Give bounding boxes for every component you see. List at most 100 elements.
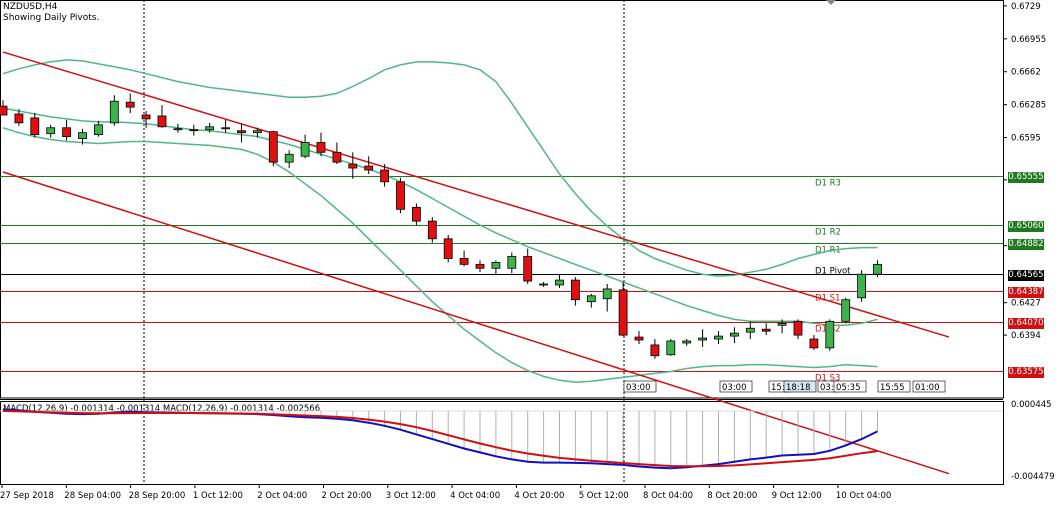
indicator-subtitle: Showing Daily Pivots. — [3, 13, 100, 23]
candle-body — [666, 340, 676, 356]
candle-body — [316, 142, 326, 153]
candle-body — [157, 115, 167, 128]
candle-31 — [491, 260, 501, 275]
candle-body — [634, 336, 644, 341]
candle-17 — [268, 130, 278, 167]
candle-body — [125, 101, 135, 108]
candle-46 — [730, 327, 739, 343]
candle-body — [618, 289, 628, 336]
candle-body — [555, 279, 564, 286]
candle-20 — [316, 132, 326, 157]
candle-body — [78, 132, 87, 139]
candle-body — [221, 127, 231, 130]
session-tag-box — [623, 380, 657, 393]
candle-body — [0, 105, 8, 116]
candle-55 — [873, 260, 882, 278]
time-tick-label: 4 Oct 20:00 — [514, 491, 564, 501]
candle-9 — [141, 111, 151, 128]
pivot-price-tag-1: 0.65060 — [1008, 220, 1044, 232]
time-tick-label: 27 Sep 2018 — [0, 491, 54, 501]
bollinger-middle-line — [2, 107, 878, 327]
candle-21 — [332, 142, 342, 165]
candle-body — [873, 263, 882, 275]
candle-50 — [793, 319, 803, 340]
candle-12 — [189, 124, 199, 136]
time-tick-label: 28 Sep 20:00 — [129, 491, 186, 501]
candle-body — [539, 283, 548, 286]
candle-24 — [380, 164, 390, 187]
macd-tick-label-1: -0.004479 — [1011, 472, 1055, 482]
candle-body — [714, 335, 723, 340]
candle-34 — [539, 282, 548, 287]
candle-body — [857, 273, 866, 299]
candle-49 — [777, 319, 787, 334]
candle-48 — [761, 323, 771, 336]
session-tag-2: 15: — [771, 383, 785, 393]
main-pane-frame — [0, 0, 1004, 399]
candle-body — [523, 256, 533, 282]
pivot-label-1: D1 R2 — [815, 228, 841, 238]
candle-body — [284, 153, 294, 163]
candle-36 — [571, 277, 580, 306]
candle-body — [459, 258, 469, 265]
candle-7 — [109, 95, 119, 126]
bollinger-upper-line — [2, 59, 878, 277]
session-tag-box — [912, 380, 946, 393]
price-tick-label: 0.66285 — [1011, 101, 1046, 111]
session-tag-6: 15:55 — [880, 383, 905, 393]
pivot-label-3: D1 Pivot — [815, 267, 851, 277]
macd-main-line — [2, 408, 878, 470]
time-tick-label: 8 Oct 20:00 — [707, 491, 757, 501]
candle-body — [364, 165, 374, 171]
candle-body — [793, 320, 803, 336]
candle-body — [332, 151, 342, 163]
candle-47 — [745, 321, 755, 340]
time-tick-label: 10 Oct 04:00 — [836, 491, 891, 501]
candle-body — [94, 124, 103, 136]
candle-body — [602, 288, 612, 300]
session-tag-7: 01:00 — [915, 383, 940, 393]
candle-body — [300, 142, 310, 157]
time-tick-label: 8 Oct 04:00 — [643, 491, 693, 501]
candle-body — [237, 130, 246, 134]
candle-body — [427, 220, 437, 240]
candle-body — [109, 100, 119, 124]
candle-53 — [841, 297, 851, 324]
candle-40 — [634, 331, 644, 344]
price-tick-label: 0.66955 — [1011, 35, 1046, 45]
candle-38 — [602, 284, 612, 312]
candle-19 — [300, 134, 310, 159]
candle-body — [173, 128, 183, 131]
session-tag-3: 18:18 — [786, 383, 811, 393]
session-tag-5: 05:35 — [836, 383, 861, 393]
candle-37 — [586, 293, 596, 308]
macd-tick-label-0: 0.000445 — [1011, 400, 1052, 410]
candle-body — [698, 337, 707, 341]
price-tick-label: 0.6595 — [1011, 134, 1041, 144]
session-tag-0: 03:00 — [626, 383, 651, 393]
candle-0 — [0, 100, 8, 116]
price-tick-label: 0.6662 — [1011, 68, 1041, 78]
candle-body — [205, 126, 215, 131]
candle-body — [682, 340, 692, 344]
pivot-label-6: D1 S3 — [815, 374, 840, 384]
session-tag-box — [783, 380, 817, 393]
candle-body — [348, 163, 358, 169]
time-tick-label: 2 Oct 04:00 — [257, 491, 307, 501]
candle-body — [777, 322, 787, 326]
candle-2 — [30, 113, 40, 138]
candle-8 — [125, 93, 135, 114]
candle-10 — [157, 105, 167, 128]
candle-body — [730, 332, 739, 337]
candle-45 — [714, 331, 723, 344]
candle-41 — [650, 339, 660, 359]
candle-body — [411, 206, 421, 222]
candle-body — [761, 328, 771, 332]
session-tag-box — [833, 380, 867, 393]
pivot-price-tag-2: 0.64882 — [1008, 238, 1044, 250]
candle-22 — [348, 152, 358, 179]
pivot-price-tag-0: 0.65555 — [1008, 171, 1044, 183]
candle-body — [841, 299, 851, 322]
